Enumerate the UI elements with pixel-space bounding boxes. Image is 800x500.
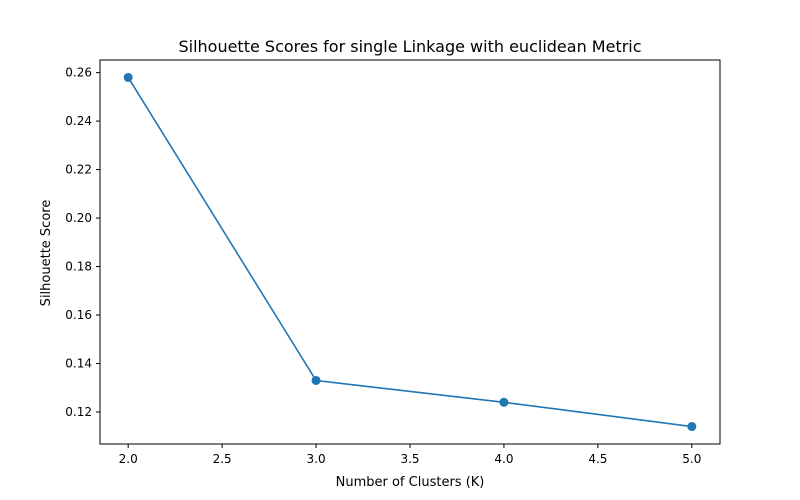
y-tick-label: 0.24 <box>65 114 92 128</box>
x-tick-label: 3.0 <box>307 452 326 466</box>
y-axis-label: Silhouette Score <box>39 200 54 307</box>
data-point <box>123 72 133 82</box>
y-tick-label: 0.20 <box>65 211 92 225</box>
data-point <box>311 375 321 385</box>
y-tick-label: 0.16 <box>65 308 92 322</box>
x-tick-label: 4.0 <box>494 452 513 466</box>
x-tick-label: 2.0 <box>119 452 138 466</box>
chart-title: Silhouette Scores for single Linkage wit… <box>178 37 641 56</box>
series-line <box>127 77 692 428</box>
y-tick-label: 0.26 <box>65 66 92 80</box>
x-tick-label: 3.5 <box>400 452 419 466</box>
y-tick-label: 0.22 <box>65 163 92 177</box>
data-point <box>687 422 697 432</box>
x-tick-label: 4.5 <box>588 452 607 466</box>
plot-area: 2.0 2.5 3.0 3.5 4.0 4.5 5.0 0.12 0.14 0.16 0.18 0.2… <box>65 59 721 466</box>
x-tick-label: 2.5 <box>213 452 232 466</box>
data-point <box>499 397 509 407</box>
y-tick-label: 0.18 <box>65 260 92 274</box>
x-axis-label: Number of Clusters (K) <box>336 475 485 490</box>
y-tick-label: 0.12 <box>65 405 92 419</box>
y-tick-label: 0.14 <box>65 357 92 371</box>
x-tick-label: 5.0 <box>682 452 701 466</box>
